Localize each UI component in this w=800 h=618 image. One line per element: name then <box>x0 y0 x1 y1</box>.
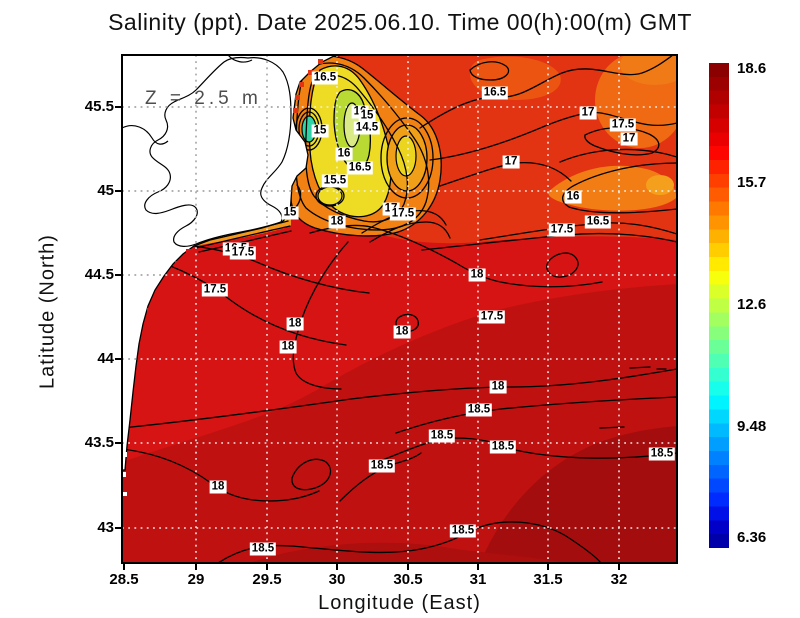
y-tick-label: 44.5 <box>84 266 114 283</box>
sea-fill-layer <box>122 55 677 563</box>
y-tick-label: 43 <box>97 519 114 536</box>
colorbar-tick-label: 12.6 <box>737 296 767 313</box>
colorbar-tick-label: 9.48 <box>737 418 767 435</box>
contour-label: 15.5 <box>321 174 349 188</box>
contour-label: 16.5 <box>584 215 612 229</box>
contour-label: 17.5 <box>609 118 637 132</box>
contour-label: 14.5 <box>353 121 381 135</box>
y-tick-label: 43.5 <box>84 434 114 451</box>
contour-label: 18.5 <box>465 403 493 417</box>
river-line <box>122 125 169 145</box>
plot-title: Salinity (ppt). Date 2025.06.10. Time 00… <box>108 9 692 35</box>
contour-label: 17 <box>579 106 597 120</box>
contour-label: 18 <box>393 325 411 339</box>
contour-label: 15 <box>358 109 376 123</box>
contour-label: 17.5 <box>389 207 417 221</box>
contour-label: 16 <box>564 190 582 204</box>
contour-label: 18.5 <box>449 524 477 538</box>
contour-label: 18.5 <box>428 429 456 443</box>
contour-label: 18 <box>209 480 227 494</box>
contour-label: 18.5 <box>489 440 517 454</box>
contour-label: 18.5 <box>249 542 277 556</box>
contour-label: 17.5 <box>229 246 257 260</box>
contour-label: 18 <box>279 340 297 354</box>
contour-label: 18 <box>286 317 304 331</box>
x-tick-label: 32 <box>610 571 628 588</box>
x-tick-label: 31 <box>469 571 487 588</box>
contour-label: 17 <box>502 155 520 169</box>
contour-label: 17.5 <box>548 223 576 237</box>
contour-label: 15 <box>281 206 299 220</box>
y-tick-label: 44 <box>97 350 114 367</box>
contour-label: 17.5 <box>201 283 229 297</box>
y-tick-label: 45.5 <box>84 98 114 115</box>
x-tick-label: 30.5 <box>393 571 423 588</box>
colorbar-tick-label: 18.6 <box>737 60 767 77</box>
contour-label: 16 <box>335 147 353 161</box>
contour-label: 15 <box>311 124 329 138</box>
x-tick-label: 29 <box>187 571 205 588</box>
contour-label: 17.5 <box>478 310 506 324</box>
x-tick-label: 30 <box>328 571 346 588</box>
contour-label: 18 <box>468 268 486 282</box>
contour-label: 18 <box>489 380 507 394</box>
colorbar-tick-label: 15.7 <box>737 174 767 191</box>
contour-label: 16.5 <box>481 86 509 100</box>
coast-checker <box>293 59 323 113</box>
contour-label: 18.5 <box>368 459 396 473</box>
contour-label: 18.5 <box>648 447 676 461</box>
contour-label: 16.5 <box>311 71 339 85</box>
x-tick-label: 29.5 <box>252 571 282 588</box>
x-axis-title: Longitude (East) <box>318 592 481 614</box>
y-tick-label: 45 <box>97 182 114 199</box>
plot-frame <box>115 54 678 570</box>
contour-label: 16.5 <box>346 161 374 175</box>
x-tick-label: 31.5 <box>533 571 563 588</box>
depth-annotation: Z = 2.5 m <box>145 88 262 109</box>
contour-label: 18 <box>328 215 346 229</box>
colorbar <box>709 63 729 548</box>
contour-label: 17 <box>620 132 638 146</box>
x-tick-label: 28.5 <box>109 571 139 588</box>
colorbar-tick-label: 6.36 <box>737 529 767 546</box>
